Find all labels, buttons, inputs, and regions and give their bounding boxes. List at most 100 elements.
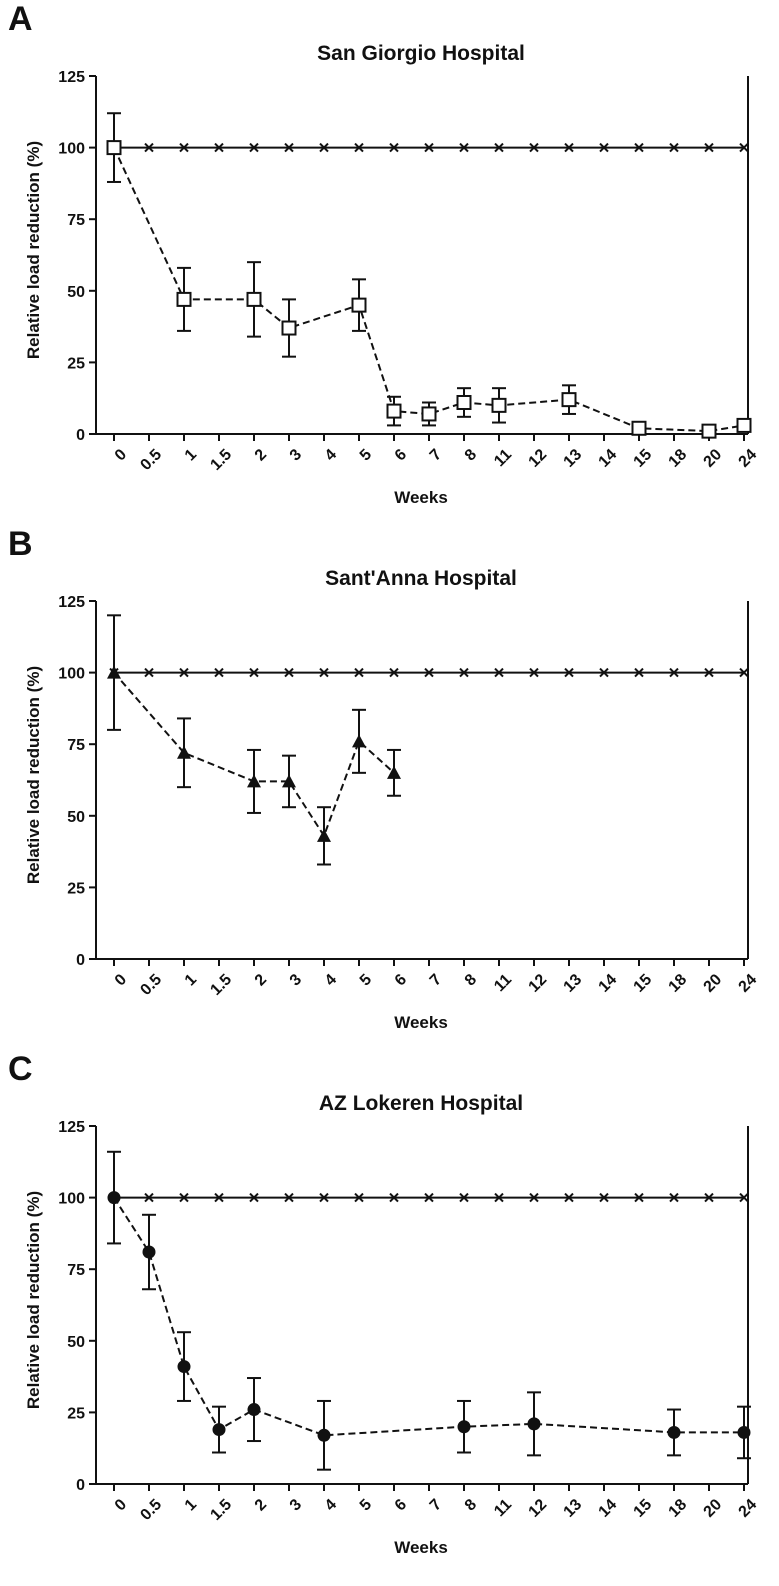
x-tick-label: 18: [666, 1496, 691, 1521]
triangle-marker: [317, 828, 331, 842]
x-tick-label: 1: [182, 446, 200, 464]
x-marker-stroke: [424, 1192, 434, 1203]
x-marker-stroke: [529, 667, 539, 678]
y-tick-label: 25: [67, 355, 85, 372]
x-tick-label: 2: [252, 971, 270, 989]
chart-title: Sant'Anna Hospital: [325, 567, 517, 590]
x-tick-label: 6: [392, 1496, 410, 1514]
square-marker: [736, 417, 752, 433]
x-tick-label: 20: [701, 971, 726, 996]
y-tick-label: 50: [67, 1334, 85, 1351]
y-tick-label: 0: [76, 952, 85, 969]
x-tick-label: 24: [736, 446, 761, 471]
square-marker: [701, 423, 717, 439]
x-tick-label: 24: [736, 971, 761, 996]
x-marker: [494, 1192, 504, 1203]
x-tick-label: 1: [182, 1496, 200, 1514]
square-marker: [631, 420, 647, 436]
x-marker-stroke: [214, 142, 224, 153]
x-marker: [704, 142, 714, 153]
square-marker: [351, 297, 367, 313]
x-marker: [179, 1192, 189, 1203]
x-tick-label: 11: [491, 971, 515, 995]
x-marker: [354, 142, 364, 153]
x-tick-label: 3: [287, 1496, 305, 1514]
x-marker: [319, 667, 329, 678]
x-tick-label: 8: [462, 1496, 480, 1514]
x-marker-stroke: [634, 667, 644, 678]
y-tick-label: 100: [58, 666, 85, 683]
x-marker: [459, 667, 469, 678]
x-marker-stroke: [354, 1192, 364, 1203]
x-marker: [389, 667, 399, 678]
x-tick-label: 0: [112, 446, 130, 464]
x-marker-stroke: [319, 1192, 329, 1203]
x-tick-label: 7: [427, 1496, 445, 1514]
x-tick-label: 1: [182, 971, 200, 989]
x-marker-stroke: [494, 142, 504, 153]
x-marker: [564, 667, 574, 678]
x-marker: [424, 142, 434, 153]
x-marker: [214, 667, 224, 678]
chart-title: AZ Lokeren Hospital: [318, 1092, 524, 1115]
x-axis-label: Weeks: [394, 1013, 448, 1032]
x-marker: [634, 667, 644, 678]
triangle-marker: [387, 765, 401, 779]
x-tick-label: 1.5: [207, 971, 235, 999]
x-tick-label: 3: [287, 446, 305, 464]
x-marker: [144, 142, 154, 153]
x-marker-stroke: [529, 142, 539, 153]
x-tick-label: 11: [491, 446, 515, 470]
x-tick-label: 0.5: [137, 1496, 165, 1524]
x-marker-stroke: [494, 667, 504, 678]
x-marker-stroke: [424, 142, 434, 153]
triangle-marker: [177, 745, 191, 759]
x-marker: [389, 142, 399, 153]
x-marker-stroke: [389, 667, 399, 678]
circle-marker: [527, 1417, 541, 1431]
x-marker: [739, 1192, 749, 1203]
x-marker: [634, 142, 644, 153]
x-tick-label: 1.5: [207, 446, 235, 474]
x-marker: [389, 1192, 399, 1203]
x-marker-stroke: [599, 1192, 609, 1203]
y-tick-label: 125: [58, 69, 85, 86]
chart-panel-b: B Sant'Anna Hospital Relative load reduc…: [0, 525, 779, 1050]
x-marker-stroke: [284, 667, 294, 678]
x-marker-stroke: [319, 667, 329, 678]
x-marker-stroke: [529, 1192, 539, 1203]
x-tick-label: 5: [357, 446, 375, 464]
x-tick-label: 0.5: [137, 446, 165, 474]
x-marker: [144, 1192, 154, 1203]
x-tick-label: 2: [252, 446, 270, 464]
x-marker: [599, 142, 609, 153]
x-tick-label: 4: [322, 971, 340, 989]
circle-marker: [177, 1360, 191, 1374]
x-marker-stroke: [564, 667, 574, 678]
square-marker: [176, 291, 192, 307]
x-tick-label: 15: [631, 971, 656, 996]
x-marker: [284, 1192, 294, 1203]
treatment-series-line: [113, 1197, 744, 1437]
triangle-marker: [107, 665, 121, 679]
x-tick-label: 12: [526, 971, 551, 996]
x-marker-stroke: [179, 142, 189, 153]
x-tick-label: 15: [631, 446, 656, 471]
x-tick-label: 12: [526, 446, 551, 471]
x-marker: [249, 142, 259, 153]
treatment-series-line: [113, 147, 745, 433]
x-marker: [459, 142, 469, 153]
chart-panel-c: C AZ Lokeren Hospital Relative load redu…: [0, 1050, 779, 1575]
x-marker-stroke: [214, 667, 224, 678]
x-marker: [529, 1192, 539, 1203]
x-tick-label: 13: [561, 446, 586, 471]
x-tick-label: 12: [526, 1496, 551, 1521]
x-marker-stroke: [144, 1192, 154, 1203]
x-marker-stroke: [319, 142, 329, 153]
square-marker: [456, 394, 472, 410]
x-marker-stroke: [599, 142, 609, 153]
circle-marker: [107, 1191, 121, 1205]
x-axis-label: Weeks: [394, 488, 448, 507]
x-marker-stroke: [354, 142, 364, 153]
x-tick-label: 8: [462, 446, 480, 464]
